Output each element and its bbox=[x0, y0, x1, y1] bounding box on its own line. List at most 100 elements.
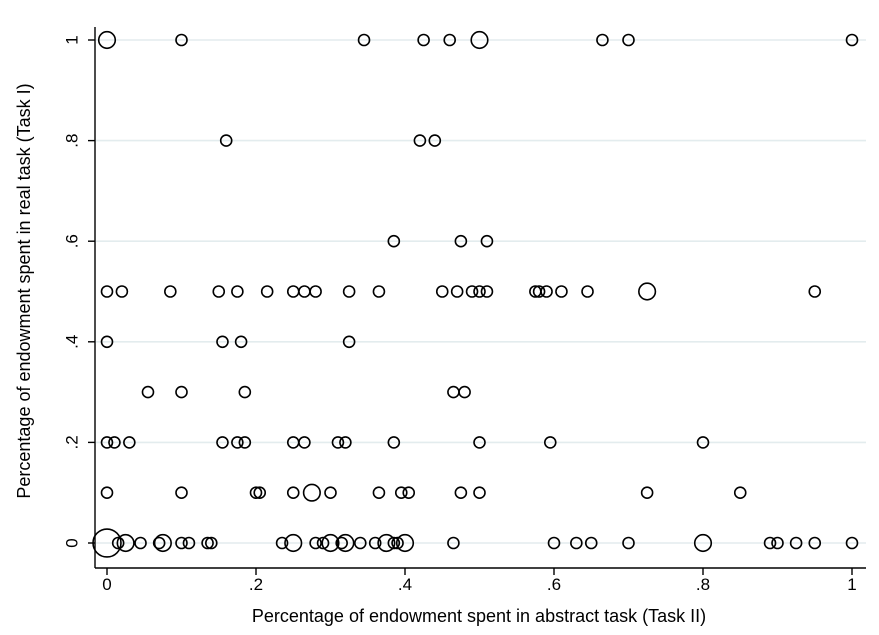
data-point bbox=[584, 536, 598, 550]
data-point bbox=[368, 536, 382, 550]
data-point bbox=[324, 486, 337, 500]
data-point bbox=[141, 385, 155, 399]
data-point bbox=[733, 486, 747, 500]
data-point bbox=[447, 385, 460, 399]
data-point bbox=[111, 536, 125, 550]
data-point bbox=[391, 536, 404, 550]
data-point bbox=[696, 436, 710, 449]
data-point bbox=[182, 536, 196, 550]
data-point bbox=[413, 134, 427, 147]
data-point bbox=[622, 33, 635, 47]
data-point bbox=[532, 285, 546, 298]
data-point bbox=[175, 486, 188, 500]
data-point bbox=[387, 536, 401, 550]
x-axis-title: Percentage of endowment spent in abstrac… bbox=[252, 606, 706, 626]
data-point bbox=[205, 536, 218, 550]
data-point bbox=[454, 486, 468, 500]
data-point bbox=[231, 285, 244, 298]
data-point bbox=[808, 536, 822, 550]
data-point bbox=[275, 536, 289, 550]
gridlines bbox=[96, 39, 866, 544]
data-point bbox=[470, 30, 489, 50]
data-point bbox=[321, 533, 340, 553]
data-point bbox=[175, 385, 188, 399]
data-point bbox=[134, 536, 147, 550]
data-point bbox=[260, 285, 274, 298]
data-point bbox=[443, 33, 457, 47]
data-point bbox=[238, 436, 252, 449]
x-axis-ticks: 0 .2 .4 .6 .8 1 bbox=[102, 568, 857, 594]
data-point bbox=[771, 536, 784, 550]
data-point bbox=[342, 285, 356, 298]
data-point bbox=[581, 285, 594, 298]
data-point bbox=[219, 134, 233, 147]
data-point bbox=[543, 436, 557, 449]
data-point bbox=[175, 33, 188, 47]
data-point bbox=[212, 285, 226, 298]
x-tick-label: .6 bbox=[547, 575, 561, 594]
x-tick-label: .4 bbox=[398, 575, 412, 594]
data-point bbox=[473, 486, 486, 500]
data-point bbox=[458, 385, 471, 399]
data-point bbox=[175, 536, 188, 550]
data-point bbox=[473, 285, 486, 298]
data-point bbox=[473, 436, 486, 449]
data-point bbox=[309, 536, 322, 550]
y-tick-label: .8 bbox=[63, 134, 82, 148]
data-point bbox=[640, 486, 654, 500]
data-point bbox=[845, 33, 859, 47]
data-point bbox=[253, 486, 267, 500]
data-point bbox=[231, 436, 244, 449]
data-point bbox=[216, 335, 229, 349]
data-point bbox=[465, 285, 479, 298]
data-point bbox=[693, 533, 713, 553]
y-tick-label: .6 bbox=[63, 234, 82, 248]
data-point bbox=[100, 335, 114, 349]
data-point bbox=[402, 486, 416, 500]
data-point bbox=[116, 533, 135, 553]
data-point bbox=[164, 285, 177, 298]
data-point bbox=[336, 533, 355, 553]
data-point bbox=[108, 436, 121, 449]
y-axis-ticks: 0 .2 .4 .6 .8 1 bbox=[63, 35, 95, 548]
data-point bbox=[298, 285, 311, 298]
data-point bbox=[331, 436, 345, 449]
data-point bbox=[622, 536, 635, 550]
data-point bbox=[428, 134, 442, 147]
data-point bbox=[309, 285, 322, 298]
data-point bbox=[417, 33, 430, 47]
data-point bbox=[540, 285, 553, 298]
data-point bbox=[638, 282, 657, 301]
data-point bbox=[316, 536, 330, 550]
y-tick-label: 0 bbox=[63, 538, 82, 547]
data-point bbox=[357, 33, 371, 47]
data-point bbox=[377, 533, 396, 553]
data-point bbox=[555, 285, 568, 298]
data-point bbox=[596, 33, 609, 47]
data-point bbox=[201, 536, 214, 550]
data-point bbox=[216, 436, 229, 449]
data-point bbox=[353, 536, 367, 550]
data-point bbox=[153, 533, 172, 553]
data-point bbox=[763, 536, 777, 550]
x-tick-label: 0 bbox=[102, 575, 111, 594]
x-tick-label: .8 bbox=[696, 575, 710, 594]
y-tick-label: .2 bbox=[63, 435, 82, 449]
data-point bbox=[100, 486, 114, 500]
data-point bbox=[286, 285, 300, 298]
data-point bbox=[395, 533, 415, 553]
data-point bbox=[808, 285, 822, 298]
data-point bbox=[123, 436, 136, 449]
data-point bbox=[339, 436, 352, 449]
data-point bbox=[387, 436, 401, 449]
data-point bbox=[547, 536, 561, 550]
x-tick-label: .2 bbox=[249, 575, 263, 594]
data-point bbox=[335, 536, 348, 550]
data-point bbox=[152, 536, 166, 550]
data-point bbox=[298, 436, 311, 449]
data-points bbox=[92, 30, 859, 558]
data-point bbox=[100, 285, 114, 298]
data-point bbox=[238, 385, 252, 399]
data-point bbox=[480, 234, 494, 248]
